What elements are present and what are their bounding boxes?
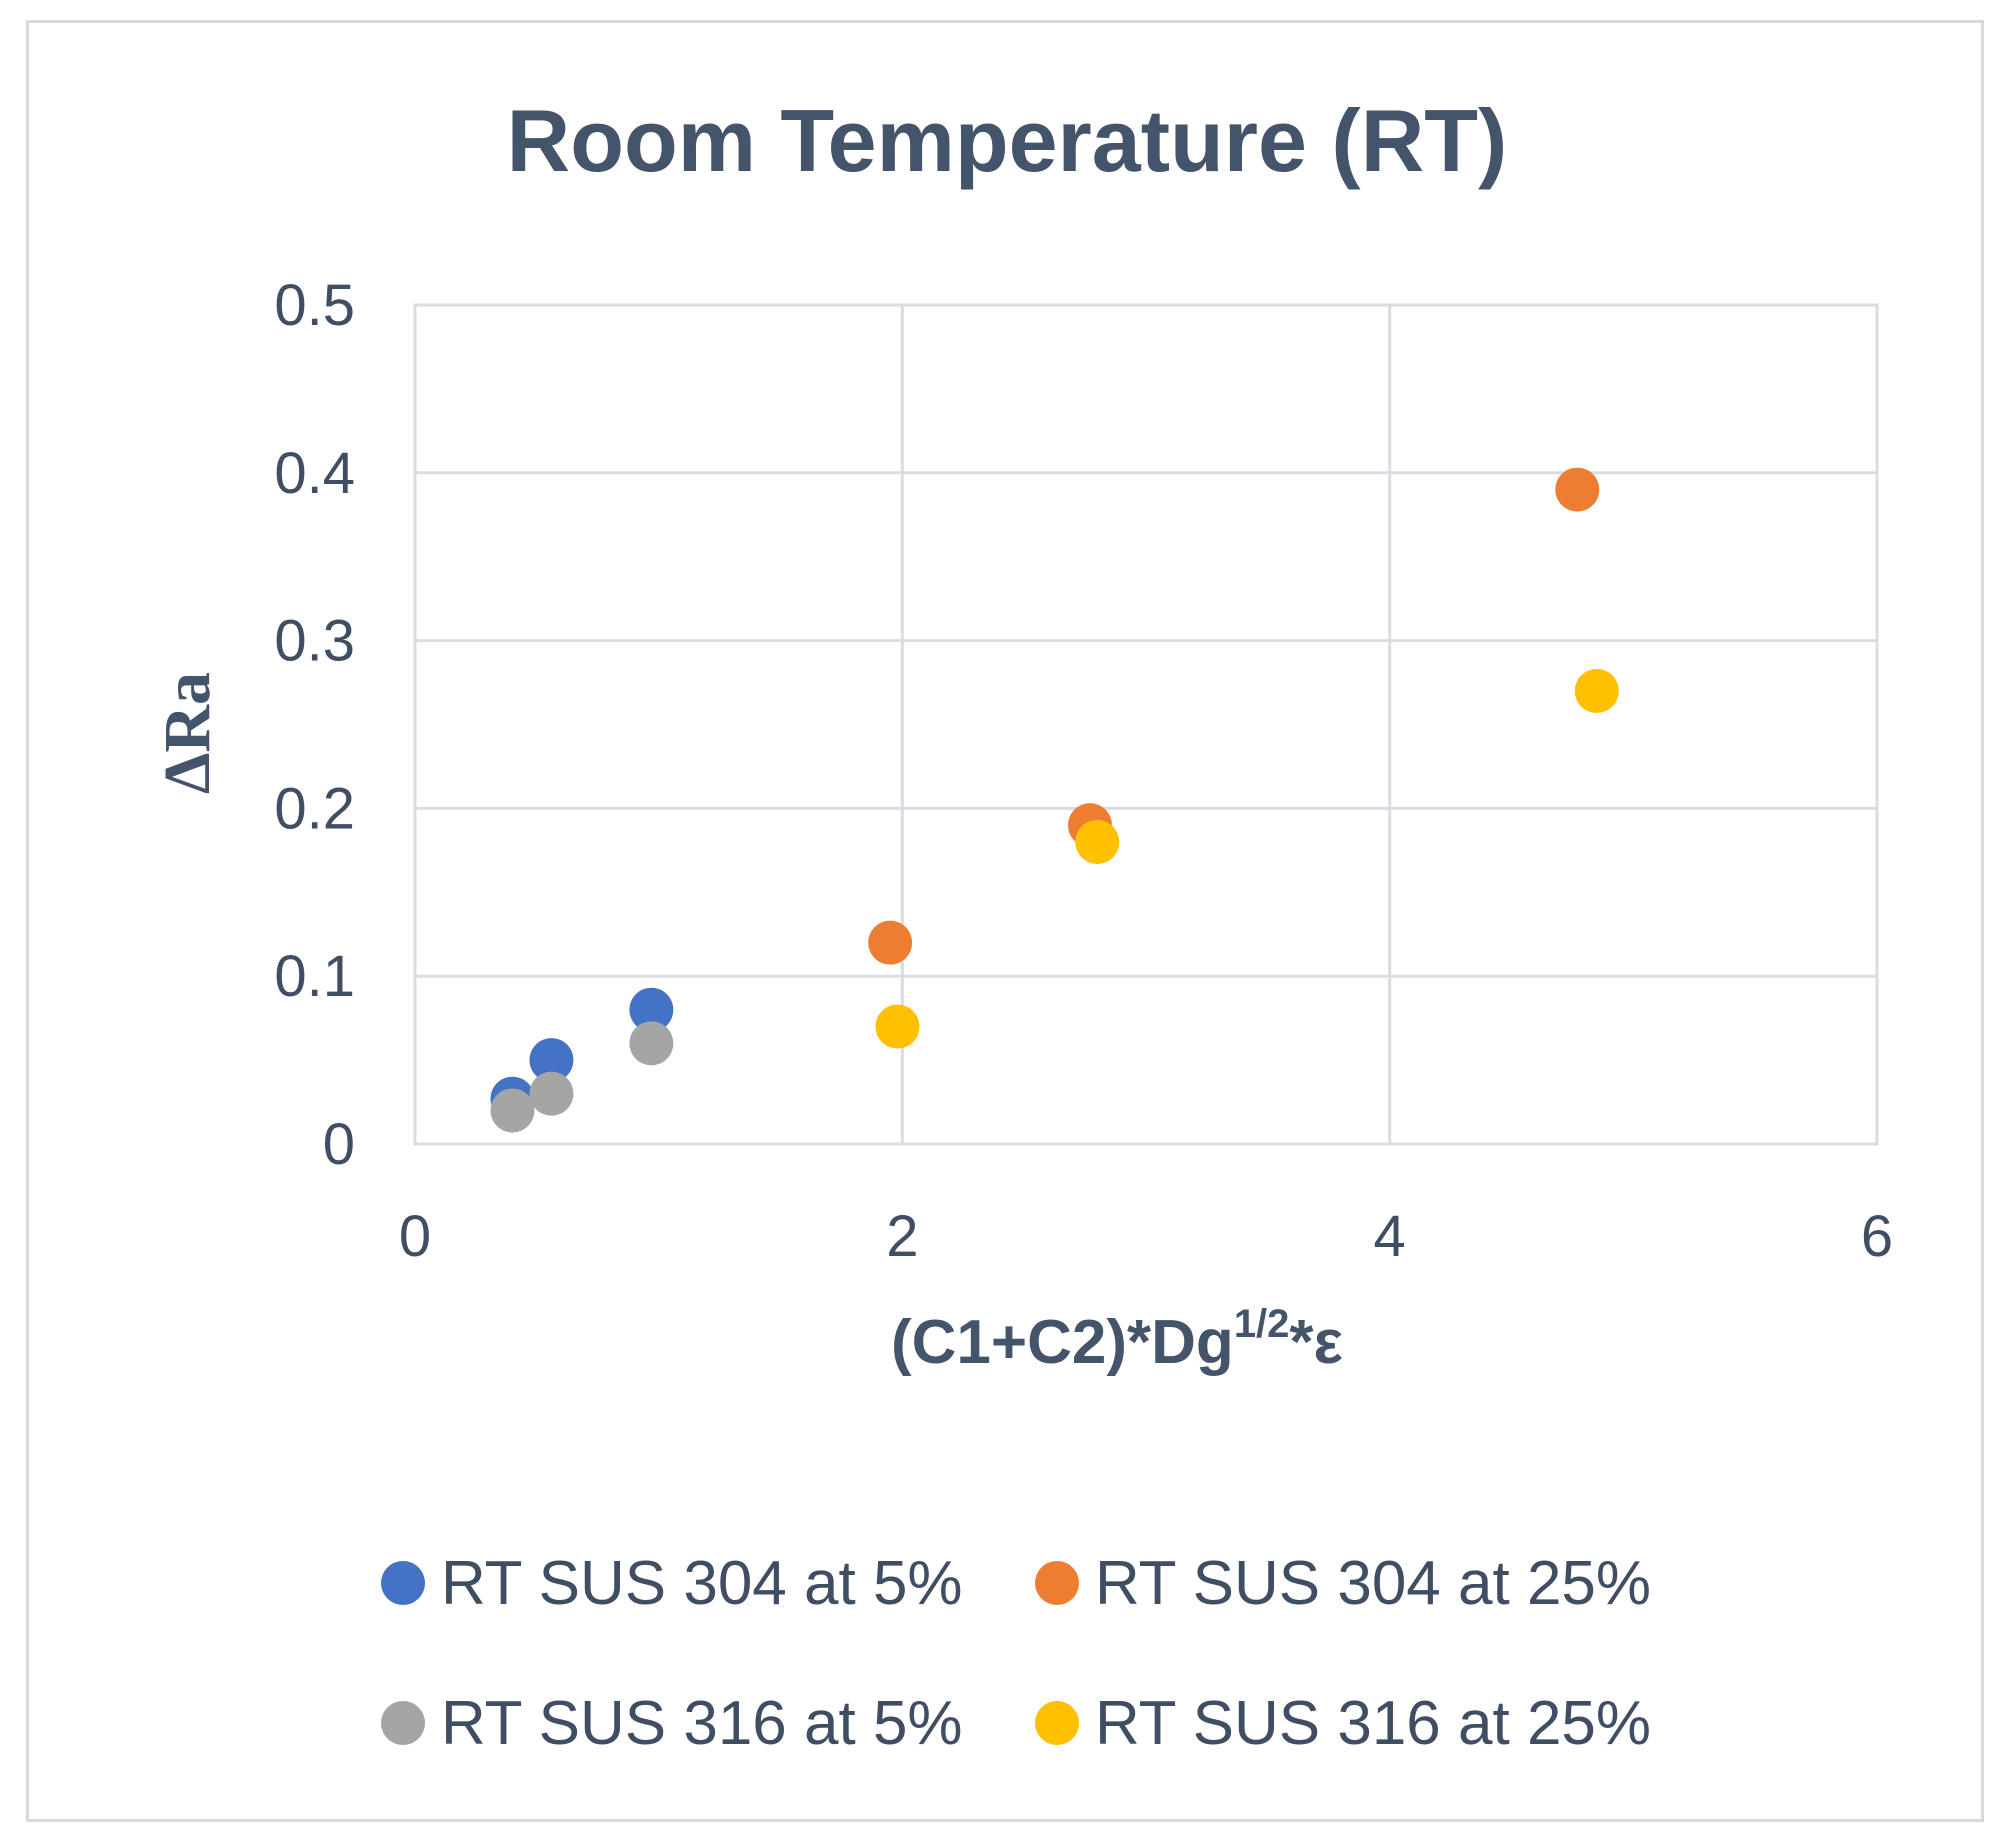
y-tick-label: 0 — [323, 1112, 355, 1177]
x-axis-label: (C1+C2)*Dg1/2*ε — [891, 1302, 1343, 1377]
x-tick-label: 6 — [1861, 1204, 1893, 1269]
data-point — [1075, 819, 1120, 864]
x-axis-label-main: (C1+C2)*Dg — [891, 1308, 1234, 1377]
y-tick-label: 0.1 — [274, 944, 355, 1009]
x-tick-label: 2 — [886, 1204, 918, 1269]
y-tick-label: 0.2 — [274, 776, 355, 841]
legend-marker — [381, 1561, 425, 1605]
data-point — [490, 1088, 535, 1133]
series-3 — [490, 1021, 674, 1133]
legend-item: RT SUS 304 at 25% — [1035, 1549, 1651, 1618]
y-axis-label: ΔRa — [151, 672, 224, 794]
chart-svg: Room Temperature (RT) 0 0.1 0.2 0.3 0.4 0.5 0… — [151, 91, 1893, 1758]
chart-title: Room Temperature (RT) — [507, 91, 1508, 190]
y-tick-label: 0.5 — [274, 273, 355, 338]
data-point — [529, 1071, 574, 1116]
y-tick-label: 0.4 — [274, 441, 355, 506]
legend-label: RT SUS 304 at 25% — [1095, 1549, 1651, 1618]
x-tick-labels: 0 2 4 6 — [399, 1204, 1893, 1269]
series-2 — [868, 467, 1600, 965]
legend-marker — [1035, 1561, 1079, 1605]
data-point — [629, 1021, 674, 1066]
legend-item: RT SUS 304 at 5% — [381, 1549, 963, 1618]
legend-label: RT SUS 316 at 5% — [441, 1689, 963, 1758]
y-tick-labels: 0 0.1 0.2 0.3 0.4 0.5 — [274, 273, 355, 1177]
legend-marker — [1035, 1701, 1079, 1745]
data-point — [1555, 467, 1600, 512]
x-tick-label: 0 — [399, 1204, 431, 1269]
y-tick-label: 0.3 — [274, 609, 355, 674]
legend: RT SUS 304 at 5% RT SUS 304 at 25% RT SUS … — [381, 1549, 1651, 1758]
data-point — [629, 987, 674, 1032]
data-point — [1574, 668, 1619, 713]
legend-label: RT SUS 304 at 5% — [441, 1549, 963, 1618]
points-layer — [490, 467, 1619, 1133]
data-point — [868, 920, 913, 965]
x-axis-label-suffix: *ε — [1289, 1308, 1343, 1377]
x-axis-label-superscript: 1/2 — [1234, 1302, 1290, 1346]
plot-area-border — [413, 303, 1879, 1146]
chart-frame: Room Temperature (RT) 0 0.1 0.2 0.3 0.4 0.5 0… — [26, 20, 1984, 1822]
data-point — [875, 1004, 920, 1049]
legend-marker — [381, 1701, 425, 1745]
data-point — [529, 1038, 574, 1083]
series-4 — [875, 668, 1619, 1049]
legend-item: RT SUS 316 at 25% — [1035, 1689, 1651, 1758]
legend-label: RT SUS 316 at 25% — [1095, 1689, 1651, 1758]
x-tick-label: 4 — [1374, 1204, 1406, 1269]
legend-item: RT SUS 316 at 5% — [381, 1689, 963, 1758]
